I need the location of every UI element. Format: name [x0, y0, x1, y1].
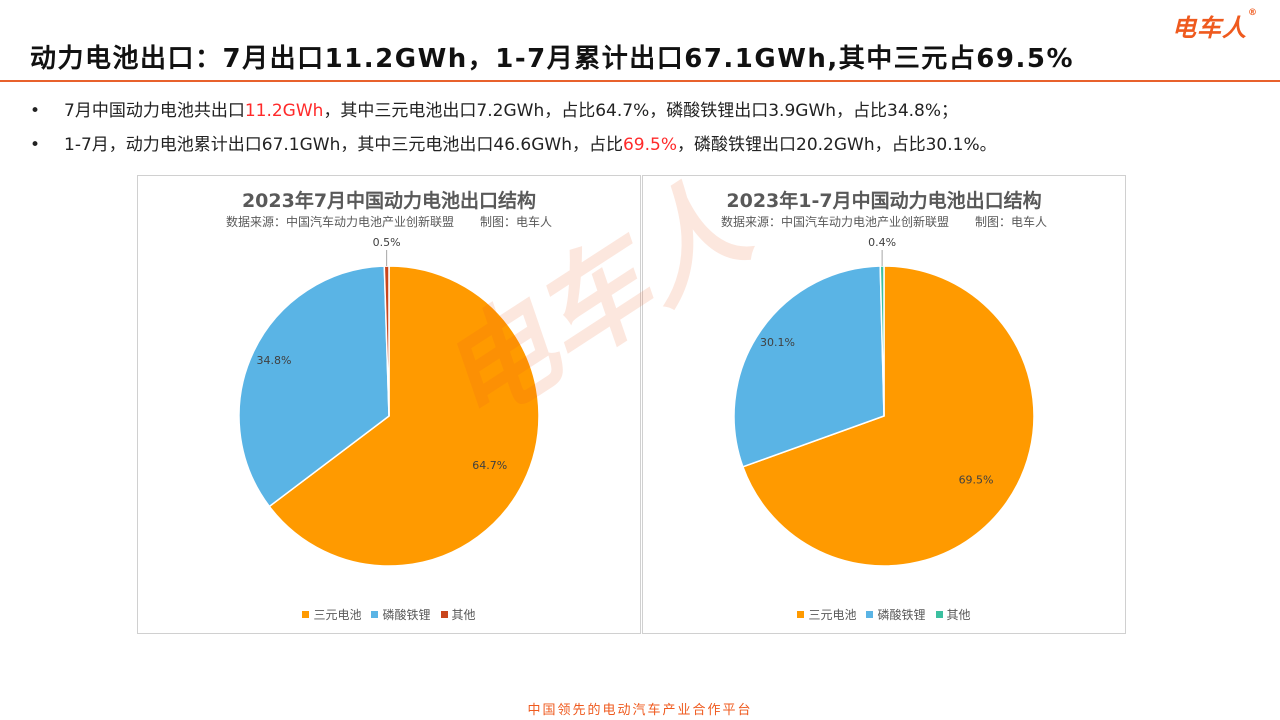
pie-slice	[741, 265, 1035, 567]
credit-text: 制图：电车人	[975, 215, 1048, 229]
bullet-text: ，其中三元电池出口7.2GWh，占比64.7%，磷酸铁锂出口3.9GWh，占比3…	[323, 101, 959, 121]
pie-slice	[238, 265, 390, 508]
chart-legend: 三元电池 磷酸铁锂 其他	[138, 606, 640, 623]
registered-mark: ®	[1248, 8, 1258, 18]
credit-text: 制图：电车人	[480, 215, 553, 229]
bullet-highlight: 11.2GWh	[244, 101, 324, 121]
pie-slice	[733, 265, 885, 468]
pie-chart-jan-jul: 69.5% 30.1% 0.4%	[733, 236, 1035, 567]
chart-source: 数据来源：中国汽车动力电池产业创新联盟 制图：电车人	[138, 213, 640, 230]
slice-label: 69.5%	[959, 474, 994, 487]
bullet-marker: •	[30, 101, 41, 121]
legend-swatch	[866, 611, 874, 618]
bullet-highlight: 69.5%	[622, 135, 677, 155]
chart-source: 数据来源：中国汽车动力电池产业创新联盟 制图：电车人	[643, 213, 1125, 230]
chart-title: 2023年1-7月中国动力电池出口结构	[726, 190, 1042, 212]
pie-chart-july: 64.7% 34.8% 0.5%	[238, 236, 540, 567]
source-text: 数据来源：中国汽车动力电池产业创新联盟	[225, 215, 454, 229]
chart-legend: 三元电池 磷酸铁锂 其他	[643, 606, 1125, 623]
chart-title: 2023年7月中国动力电池出口结构	[241, 190, 537, 212]
legend-label: 三元电池	[808, 608, 857, 622]
legend-item: 三元电池	[302, 606, 361, 623]
bullet-text: 7月中国动力电池共出口	[64, 101, 245, 121]
pie-slice	[879, 265, 885, 417]
legend-swatch	[302, 611, 310, 618]
bullet-july: • 7月中国动力电池共出口11.2GWh，其中三元电池出口7.2GWh，占比64.…	[30, 94, 1260, 128]
summary-bullets: • 7月中国动力电池共出口11.2GWh，其中三元电池出口7.2GWh，占比64.…	[30, 94, 1260, 162]
legend-item: 磷酸铁锂	[866, 606, 926, 623]
slice-label: 64.7%	[472, 459, 507, 472]
legend-label: 其他	[451, 608, 476, 622]
title-divider	[0, 80, 1280, 82]
legend-item: 其他	[440, 606, 476, 623]
bullet-marker: •	[30, 135, 41, 155]
source-text: 数据来源：中国汽车动力电池产业创新联盟	[720, 215, 949, 229]
legend-label: 三元电池	[313, 608, 362, 622]
slice-label: 30.1%	[760, 336, 795, 349]
pie-slice	[268, 265, 540, 567]
slide-title: 动力电池出口：7月出口11.2GWh，1-7月累计出口67.1GWh,其中三元占…	[30, 44, 1074, 74]
brand-logo-text: 电车人	[1172, 14, 1247, 42]
legend-swatch	[797, 611, 805, 618]
legend-item: 三元电池	[797, 606, 856, 623]
bullet-text: 1-7月，动力电池累计出口67.1GWh，其中三元电池出口46.6GWh，占比	[64, 135, 623, 155]
legend-label: 磷酸铁锂	[382, 608, 431, 622]
bullet-jan-jul: • 1-7月，动力电池累计出口67.1GWh，其中三元电池出口46.6GWh，占比…	[30, 128, 1260, 162]
legend-item: 磷酸铁锂	[371, 606, 431, 623]
footer-tagline: 中国领先的电动汽车产业合作平台	[527, 703, 753, 718]
legend-swatch	[371, 611, 379, 618]
slice-label: 34.8%	[257, 354, 292, 367]
legend-swatch	[935, 611, 943, 618]
legend-label: 其他	[946, 608, 971, 622]
slice-label: 0.4%	[868, 236, 896, 249]
legend-label: 磷酸铁锂	[877, 608, 926, 622]
brand-logo: 电车人®	[1172, 8, 1258, 43]
legend-item: 其他	[935, 606, 971, 623]
slide-header: 动力电池出口：7月出口11.2GWh，1-7月累计出口67.1GWh,其中三元占…	[0, 0, 1280, 82]
chart-panel-july: 2023年7月中国动力电池出口结构 数据来源：中国汽车动力电池产业创新联盟 制图：…	[137, 175, 641, 634]
chart-panel-jan-jul: 2023年1-7月中国动力电池出口结构 数据来源：中国汽车动力电池产业创新联盟 制…	[642, 175, 1126, 634]
legend-swatch	[440, 611, 448, 618]
slice-label: 0.5%	[373, 236, 401, 249]
bullet-text: ，磷酸铁锂出口20.2GWh，占比30.1%。	[677, 135, 997, 155]
